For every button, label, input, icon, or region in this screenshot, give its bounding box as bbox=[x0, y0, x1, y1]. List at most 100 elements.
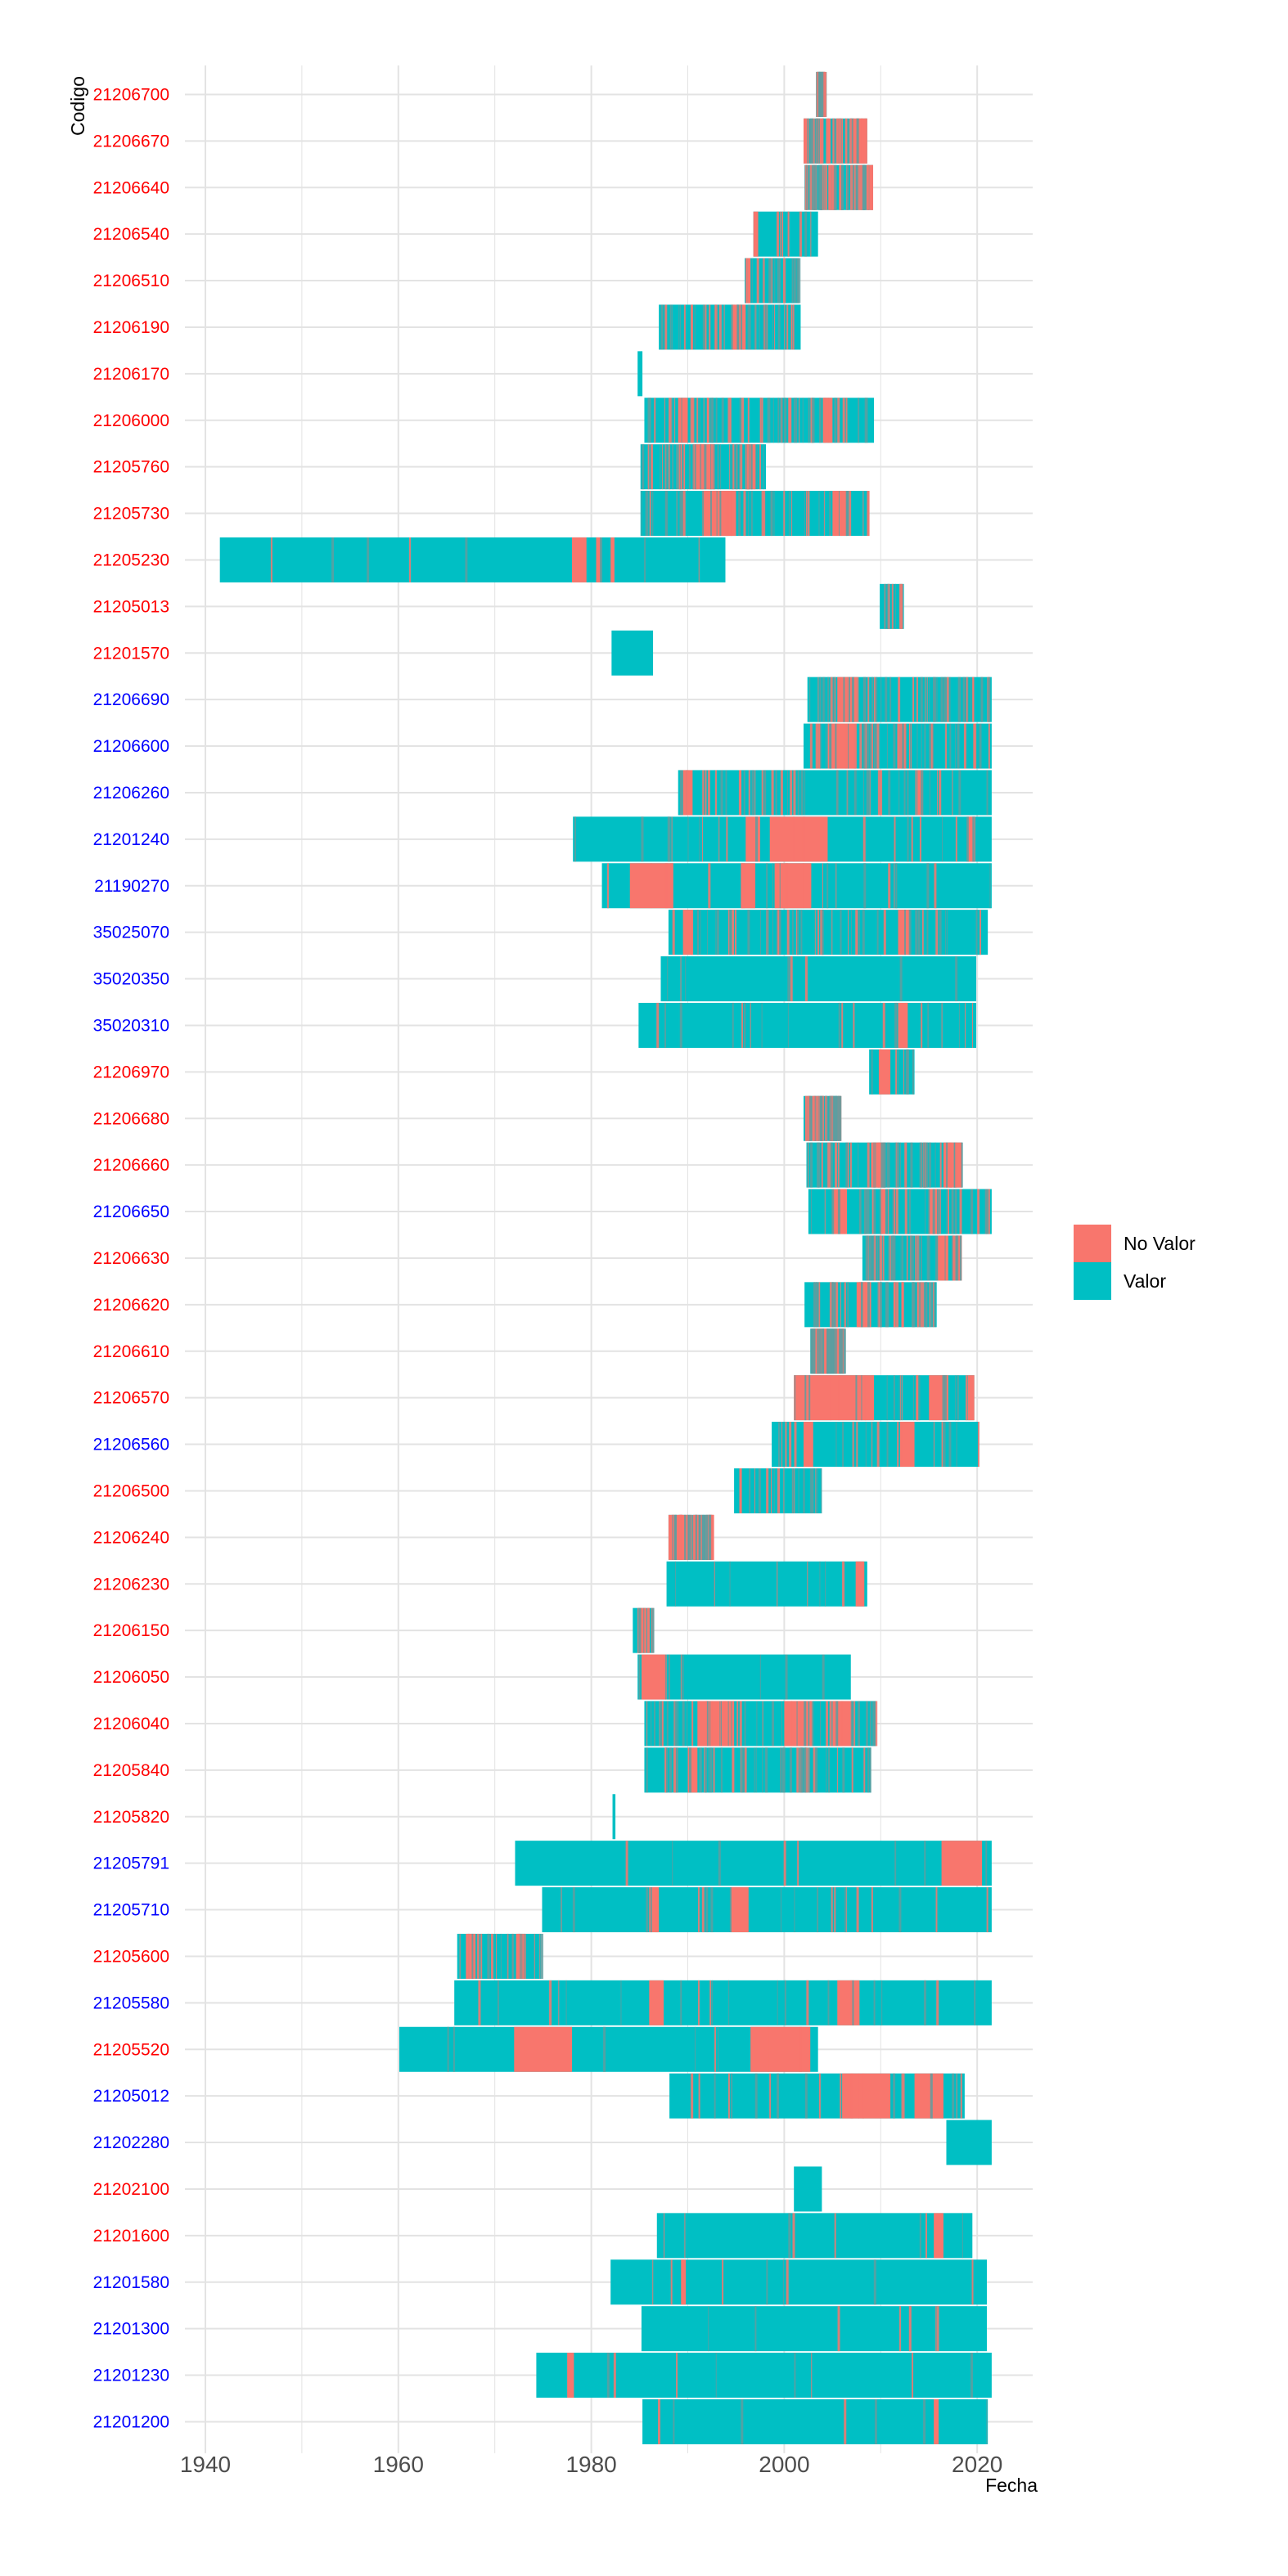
missing-stripe bbox=[691, 2073, 694, 2119]
station-bar-21201240 bbox=[573, 816, 992, 862]
missing-stripe bbox=[871, 1422, 873, 1468]
missing-stripe bbox=[810, 211, 812, 257]
missing-stripe bbox=[818, 491, 820, 537]
missing-stripe bbox=[711, 1514, 714, 1560]
missing-stripe bbox=[869, 770, 871, 816]
y-tick-label: 21206040 bbox=[93, 1715, 169, 1733]
missing-stripe bbox=[791, 258, 794, 303]
missing-stripe bbox=[732, 444, 734, 490]
missing-stripe bbox=[818, 1328, 822, 1374]
missing-stripe bbox=[654, 1701, 656, 1747]
missing-stripe bbox=[894, 1189, 896, 1234]
missing-stripe bbox=[819, 1282, 821, 1328]
missing-stripe bbox=[835, 723, 837, 769]
missing-stripe bbox=[904, 723, 906, 769]
station-bar-21206650 bbox=[808, 1189, 992, 1234]
missing-stripe bbox=[691, 398, 695, 443]
missing-stripe bbox=[742, 863, 745, 909]
missing-stripe bbox=[874, 1235, 876, 1281]
missing-stripe bbox=[705, 1701, 707, 1747]
missing-stripe bbox=[824, 1189, 826, 1234]
missing-stripe bbox=[899, 723, 903, 769]
missing-stripe bbox=[740, 770, 742, 816]
missing-stripe bbox=[819, 1701, 821, 1747]
missing-stripe bbox=[830, 1375, 832, 1421]
missing-stripe bbox=[701, 1887, 705, 1933]
missing-stripe bbox=[565, 1980, 567, 2025]
missing-stripe bbox=[862, 1282, 866, 1328]
station-bar-21206570 bbox=[794, 1375, 975, 1421]
missing-stripe bbox=[971, 1189, 973, 1234]
missing-stripe bbox=[827, 1328, 831, 1374]
missing-stripe bbox=[769, 2073, 772, 2119]
no-valor-segment bbox=[637, 1607, 646, 1653]
no-valor-segment bbox=[934, 2398, 939, 2444]
missing-stripe bbox=[958, 1235, 961, 1281]
missing-stripe bbox=[921, 910, 924, 955]
missing-stripe bbox=[773, 491, 775, 537]
missing-stripe bbox=[856, 677, 859, 722]
missing-stripe bbox=[831, 910, 833, 955]
y-tick-label: 21206650 bbox=[93, 1203, 169, 1221]
missing-stripe bbox=[664, 863, 668, 909]
missing-stripe bbox=[921, 723, 922, 769]
missing-stripe bbox=[709, 491, 712, 537]
missing-stripe bbox=[898, 583, 902, 629]
missing-stripe bbox=[848, 723, 849, 769]
missing-stripe bbox=[867, 1282, 871, 1328]
missing-stripe bbox=[447, 2026, 449, 2072]
missing-stripe bbox=[680, 956, 682, 1002]
bars bbox=[219, 71, 992, 2444]
no-valor-segment bbox=[596, 537, 601, 582]
missing-stripe bbox=[929, 1282, 930, 1328]
missing-stripe bbox=[790, 770, 793, 816]
missing-stripe bbox=[939, 1142, 942, 1188]
y-tick-label: 21205013 bbox=[93, 597, 169, 616]
missing-stripe bbox=[680, 444, 682, 490]
missing-stripe bbox=[863, 1747, 866, 1793]
missing-stripe bbox=[902, 2073, 905, 2119]
missing-stripe bbox=[706, 910, 708, 955]
missing-stripe bbox=[780, 1747, 782, 1793]
y-tick-label: 21206670 bbox=[93, 132, 169, 151]
missing-stripe bbox=[796, 910, 799, 955]
missing-stripe bbox=[679, 1002, 682, 1048]
missing-stripe bbox=[761, 491, 764, 537]
missing-stripe bbox=[862, 164, 865, 210]
missing-stripe bbox=[671, 304, 673, 350]
y-tick-label: 21206600 bbox=[93, 737, 169, 756]
missing-stripe bbox=[935, 2306, 937, 2352]
x-axis-tick-labels: 1940 1960 1980 2000 2020 bbox=[180, 2452, 1002, 2477]
missing-stripe bbox=[709, 1514, 712, 1560]
missing-stripe bbox=[746, 444, 750, 490]
missing-stripe bbox=[835, 1328, 837, 1374]
missing-stripe bbox=[712, 398, 714, 443]
missing-stripe bbox=[921, 1142, 923, 1188]
missing-stripe bbox=[759, 304, 760, 350]
no-valor-segment bbox=[899, 1422, 915, 1468]
missing-stripe bbox=[842, 1747, 845, 1793]
missing-stripe bbox=[684, 1514, 687, 1560]
missing-stripe bbox=[676, 444, 678, 490]
missing-stripe bbox=[756, 1701, 758, 1747]
missing-stripe bbox=[668, 1654, 670, 1700]
missing-stripe bbox=[704, 444, 707, 490]
missing-stripe bbox=[894, 583, 896, 629]
missing-stripe bbox=[821, 1328, 824, 1374]
missing-stripe bbox=[971, 2259, 974, 2305]
missing-stripe bbox=[710, 1887, 714, 1933]
missing-stripe bbox=[894, 1142, 898, 1188]
missing-stripe bbox=[850, 2073, 853, 2119]
missing-stripe bbox=[813, 1328, 816, 1374]
missing-stripe bbox=[705, 1887, 709, 1933]
missing-stripe bbox=[835, 118, 839, 164]
missing-stripe bbox=[644, 537, 646, 582]
missing-stripe bbox=[697, 1980, 700, 2025]
missing-stripe bbox=[727, 2073, 730, 2119]
missing-stripe bbox=[804, 1747, 807, 1793]
missing-stripe bbox=[706, 1701, 709, 1747]
missing-stripe bbox=[840, 164, 844, 210]
missing-stripe bbox=[841, 1002, 844, 1048]
missing-stripe bbox=[786, 910, 790, 955]
missing-stripe bbox=[916, 1375, 919, 1421]
